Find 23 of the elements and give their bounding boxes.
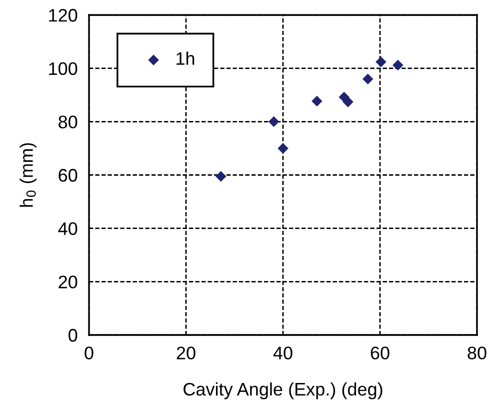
y-tick-label: 100 bbox=[49, 62, 78, 76]
x-tick-label: 40 bbox=[273, 346, 292, 360]
point bbox=[216, 170, 226, 182]
legend-label: 1h bbox=[176, 52, 194, 65]
y-tick-label: 120 bbox=[49, 8, 78, 22]
x-tick-label: 0 bbox=[84, 346, 94, 360]
y-tick-label: 0 bbox=[68, 328, 78, 342]
point bbox=[268, 116, 280, 128]
x-tick-label: 60 bbox=[370, 346, 390, 360]
y-axis-title: h$_{0}$ (mm) bbox=[20, 143, 37, 207]
y-tick-label: 40 bbox=[58, 222, 78, 236]
x-tick-label: 20 bbox=[176, 346, 196, 360]
point bbox=[342, 96, 354, 108]
point bbox=[278, 142, 288, 154]
point bbox=[362, 74, 374, 84]
x-tick-label: 80 bbox=[468, 346, 486, 360]
y-tick-label: 80 bbox=[58, 116, 78, 128]
point bbox=[312, 96, 322, 107]
y-tick-label: 20 bbox=[58, 276, 78, 288]
point bbox=[392, 60, 404, 71]
point bbox=[376, 56, 386, 68]
y-tick-label: 60 bbox=[58, 168, 78, 182]
x-axis-title: Cavity Angle (Exp.) (deg) bbox=[184, 382, 382, 400]
